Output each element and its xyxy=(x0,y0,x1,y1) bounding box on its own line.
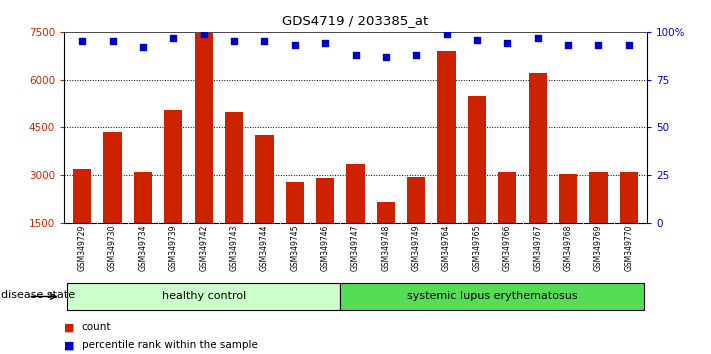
Text: GSM349768: GSM349768 xyxy=(564,225,572,271)
Text: disease state: disease state xyxy=(1,290,75,300)
Point xyxy=(77,39,88,44)
Bar xyxy=(559,174,577,223)
Bar xyxy=(225,112,243,223)
Bar xyxy=(134,172,152,223)
Point xyxy=(562,42,574,48)
Text: GSM349747: GSM349747 xyxy=(351,225,360,271)
Bar xyxy=(498,172,516,223)
Point xyxy=(259,39,270,44)
Point xyxy=(532,35,543,40)
Point xyxy=(228,39,240,44)
Text: GSM349729: GSM349729 xyxy=(77,225,87,271)
Text: ■: ■ xyxy=(64,340,75,350)
Text: GSM349769: GSM349769 xyxy=(594,225,603,271)
Text: GSM349734: GSM349734 xyxy=(139,225,147,271)
Text: GSM349748: GSM349748 xyxy=(381,225,390,271)
Point xyxy=(502,40,513,46)
Point xyxy=(319,40,331,46)
Bar xyxy=(67,283,341,310)
Text: GSM349742: GSM349742 xyxy=(199,225,208,271)
Point xyxy=(441,31,452,36)
Point xyxy=(168,35,179,40)
Bar xyxy=(589,172,607,223)
Bar xyxy=(286,182,304,223)
Bar xyxy=(468,96,486,223)
Text: GSM349767: GSM349767 xyxy=(533,225,542,271)
Point xyxy=(107,39,118,44)
Bar xyxy=(104,132,122,223)
Bar xyxy=(316,178,334,223)
Point xyxy=(380,54,392,59)
Text: GSM349745: GSM349745 xyxy=(290,225,299,271)
Text: ■: ■ xyxy=(64,322,75,332)
Text: GDS4719 / 203385_at: GDS4719 / 203385_at xyxy=(282,14,429,27)
Text: systemic lupus erythematosus: systemic lupus erythematosus xyxy=(407,291,577,301)
Text: count: count xyxy=(82,322,111,332)
Bar xyxy=(377,202,395,223)
Text: GSM349766: GSM349766 xyxy=(503,225,512,271)
Bar xyxy=(407,177,425,223)
Bar xyxy=(346,164,365,223)
Bar xyxy=(195,33,213,223)
Point xyxy=(623,42,634,48)
Bar xyxy=(620,172,638,223)
Bar xyxy=(73,169,91,223)
Point xyxy=(137,44,149,50)
Text: GSM349743: GSM349743 xyxy=(230,225,238,271)
Bar xyxy=(255,136,274,223)
Bar xyxy=(528,73,547,223)
Text: GSM349770: GSM349770 xyxy=(624,225,634,271)
Text: GSM349749: GSM349749 xyxy=(412,225,421,271)
Text: healthy control: healthy control xyxy=(161,291,246,301)
Text: GSM349746: GSM349746 xyxy=(321,225,330,271)
Bar xyxy=(164,110,183,223)
Text: percentile rank within the sample: percentile rank within the sample xyxy=(82,340,257,350)
Point xyxy=(593,42,604,48)
Point xyxy=(289,42,301,48)
Text: GSM349764: GSM349764 xyxy=(442,225,451,271)
Point xyxy=(350,52,361,58)
Bar xyxy=(437,51,456,223)
Text: GSM349730: GSM349730 xyxy=(108,225,117,271)
Point xyxy=(471,37,483,42)
Text: GSM349765: GSM349765 xyxy=(473,225,481,271)
Text: GSM349744: GSM349744 xyxy=(260,225,269,271)
Point xyxy=(198,31,209,36)
Bar xyxy=(341,283,644,310)
Point xyxy=(410,52,422,58)
Text: GSM349739: GSM349739 xyxy=(169,225,178,271)
